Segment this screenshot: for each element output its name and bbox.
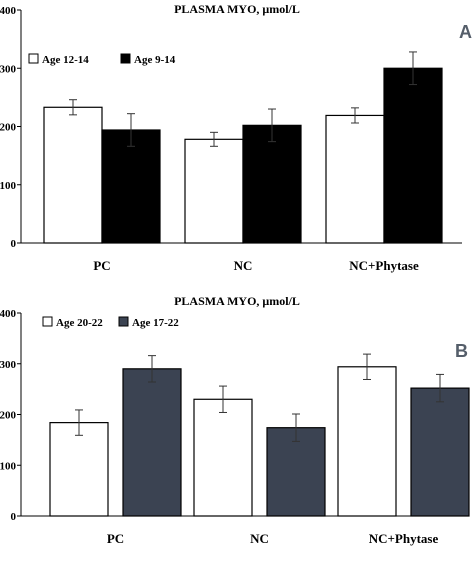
y-tick-label: 0 [11, 511, 17, 523]
y-tick-label: 300 [0, 63, 17, 75]
bar [383, 67, 443, 244]
legend-label: Age 20-22 [56, 317, 103, 329]
x-category-label: NC [250, 531, 269, 546]
y-tick-label: 200 [0, 410, 17, 422]
y-tick-label: 200 [0, 122, 17, 134]
x-category-label: NC+Phytase [349, 258, 419, 273]
bar [193, 398, 253, 517]
y-tick-label: 300 [0, 359, 17, 371]
chart-panel-b: PLASMA MYO, μmol/L B 0 100 200 300 400 PC NC NC+P… [0, 294, 470, 546]
x-category-label: NC+Phytase [369, 531, 439, 546]
y-tick-label: 100 [0, 460, 17, 472]
y-tick-label: 400 [0, 308, 17, 320]
panel-label: A [459, 22, 472, 42]
bar [337, 366, 397, 517]
bar [49, 422, 109, 517]
panel-label: B [455, 341, 468, 361]
chart-title: PLASMA MYO, μmol/L [174, 294, 300, 308]
bar [43, 106, 103, 244]
x-category-label: NC [234, 258, 253, 273]
bar [101, 129, 161, 244]
legend-label: Age 12-14 [42, 54, 89, 66]
x-category-label: PC [107, 531, 124, 546]
bar [325, 114, 385, 244]
chart-title: PLASMA MYO, μmol/L [174, 2, 300, 16]
legend-swatch [42, 316, 53, 327]
y-tick-label: 100 [0, 180, 17, 192]
legend-swatch [118, 316, 129, 327]
legend-swatch [120, 53, 131, 64]
bar [242, 124, 302, 244]
x-category-label: PC [93, 258, 110, 273]
legend-label: Age 17-22 [132, 317, 179, 329]
bar [410, 387, 470, 517]
legend-swatch [28, 53, 39, 64]
bar [122, 368, 182, 517]
bar [184, 138, 244, 244]
legend-label: Age 9-14 [134, 54, 176, 66]
y-tick-label: 0 [11, 238, 17, 250]
chart-panel-a: PLASMA MYO, μmol/L A 0 100 200 300 400 PC NC NC+P… [0, 2, 472, 273]
y-tick-label: 400 [0, 5, 17, 17]
